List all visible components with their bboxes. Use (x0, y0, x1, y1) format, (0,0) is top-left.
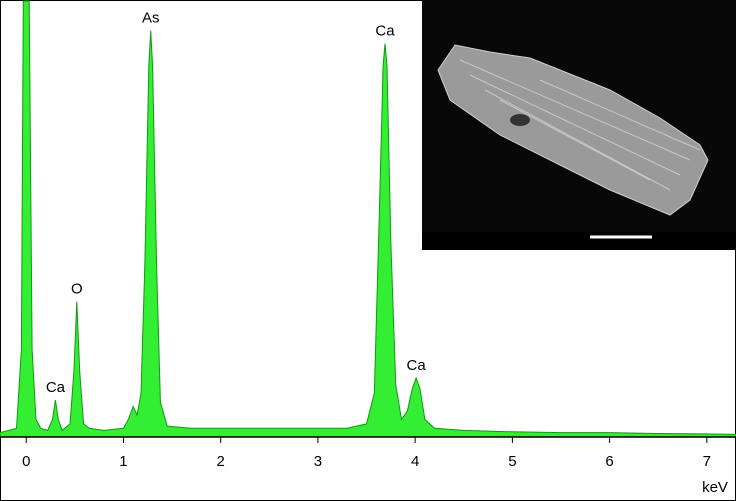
x-tick-label: 5 (508, 453, 516, 470)
crystal-edge (499, 99, 651, 181)
x-tick-label: 6 (605, 453, 613, 470)
crystal-edge (469, 74, 681, 176)
x-tick-label: 0 (22, 453, 30, 470)
x-tick-label: 4 (411, 453, 419, 470)
peak-label: As (142, 10, 160, 27)
peak-label: O (71, 280, 83, 297)
crystal-edge (484, 89, 671, 191)
peak-label: Ca (46, 379, 66, 396)
x-axis-label: keV (702, 479, 728, 496)
spectrum-area (0, 0, 736, 438)
crystal-edge (539, 79, 701, 151)
crystal-spot (510, 114, 530, 126)
x-tick-label: 7 (703, 453, 711, 470)
sem-inset (422, 0, 736, 250)
x-tick-label: 3 (314, 453, 322, 470)
crystal (437, 44, 709, 216)
crystal-edge (459, 59, 691, 161)
inset-footer (422, 232, 736, 250)
x-tick-label: 2 (217, 453, 225, 470)
peak-label: Ca (375, 23, 395, 40)
peak-label: Ca (407, 357, 427, 374)
x-tick-label: 1 (119, 453, 127, 470)
